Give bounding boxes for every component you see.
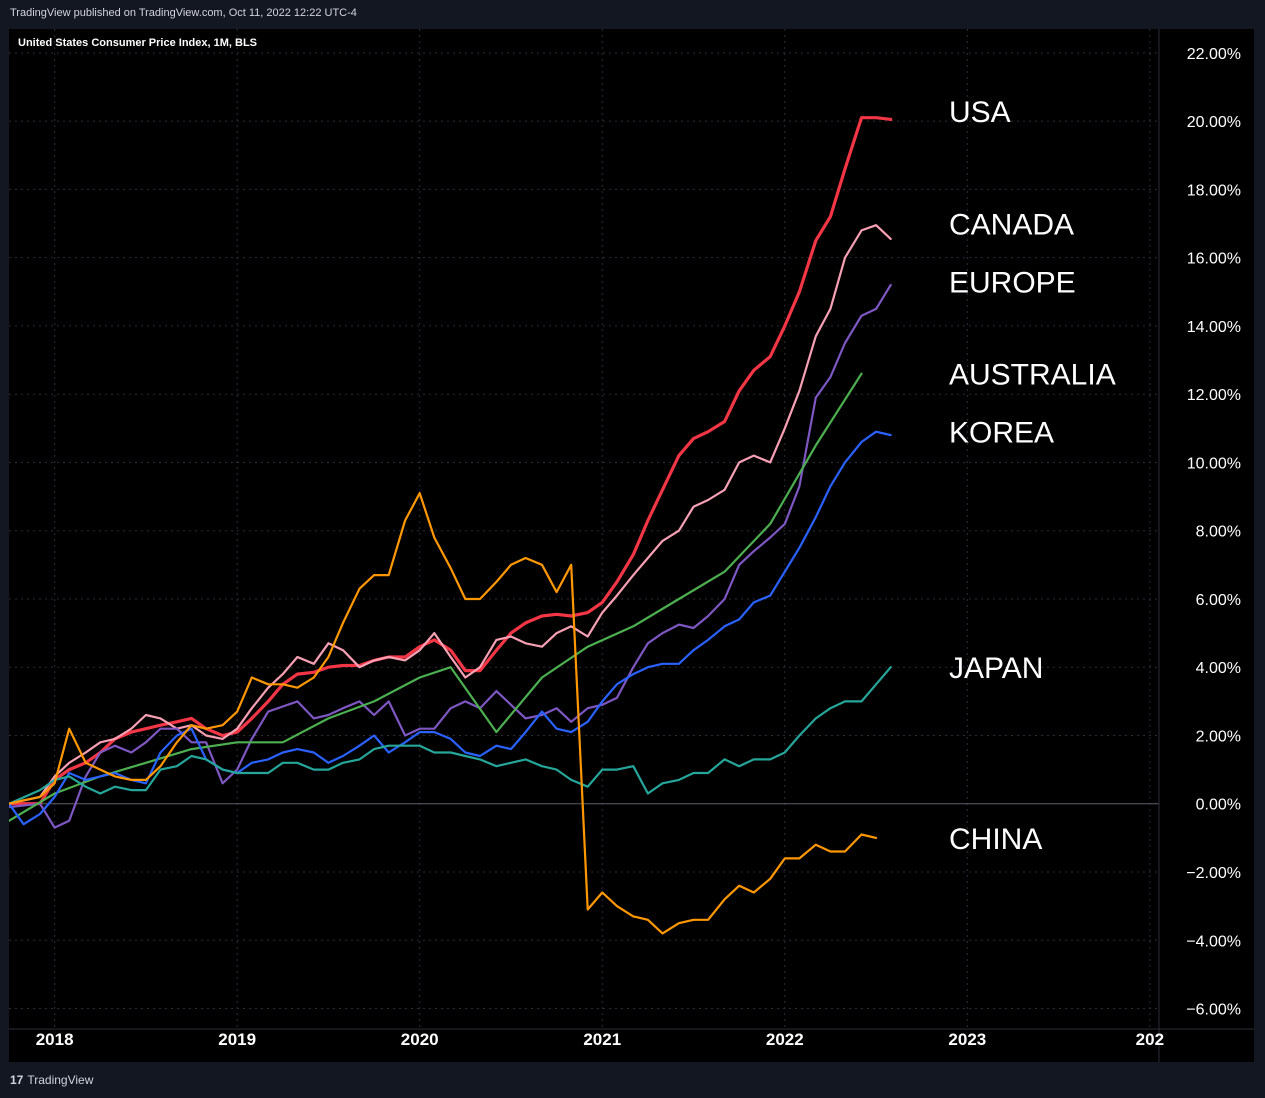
series-label-usa: USA xyxy=(949,96,1011,129)
series-line-korea xyxy=(9,430,892,826)
series-line-canada xyxy=(9,224,892,805)
series-line-australia xyxy=(9,372,863,822)
y-tick-label: 22.00% xyxy=(1187,46,1241,63)
x-tick-label: 2023 xyxy=(948,1030,986,1049)
series-label-korea: KOREA xyxy=(949,417,1054,450)
series-label-japan: JAPAN xyxy=(949,652,1043,685)
y-tick-label: 14.00% xyxy=(1187,319,1241,336)
y-tick-label: 16.00% xyxy=(1187,251,1241,268)
y-tick-label: 4.00% xyxy=(1196,660,1241,677)
y-tick-label: 10.00% xyxy=(1187,455,1241,472)
y-tick-label: −6.00% xyxy=(1186,1002,1241,1019)
x-tick-label: 2018 xyxy=(36,1030,74,1049)
series-line-japan xyxy=(9,666,892,805)
x-tick-label: 2021 xyxy=(583,1030,621,1049)
series-line-usa xyxy=(9,116,893,806)
x-tick-label: 2019 xyxy=(218,1030,256,1049)
series-label-canada: CANADA xyxy=(949,209,1074,242)
series-label-europe: EUROPE xyxy=(949,267,1076,300)
x-axis: 2018 2019 2020 2021 2022 2023 202 xyxy=(9,1028,1254,1049)
series-line-china xyxy=(9,492,878,935)
tradingview-logo-text: TradingView xyxy=(27,1073,94,1087)
y-tick-label: −2.00% xyxy=(1186,865,1241,882)
x-tick-label: 2022 xyxy=(766,1030,804,1049)
y-axis: 22.00% 20.00% 18.00% 16.00% 14.00% 12.00% 10.0… xyxy=(1158,29,1241,1062)
tradingview-logo-icon: 17 xyxy=(10,1073,24,1087)
tradingview-logo[interactable]: 17 TradingView xyxy=(10,1073,93,1087)
y-tick-label: 20.00% xyxy=(1187,114,1241,131)
y-tick-label: 2.00% xyxy=(1196,728,1241,745)
footer-bar: 17 TradingView xyxy=(0,1064,1265,1098)
y-tick-label: 0.00% xyxy=(1196,797,1241,814)
publish-header: TradingView published on TradingView.com… xyxy=(0,0,1265,28)
series-labels: USA CANADA EUROPE AUSTRALIA KOREA JAPAN CHINA xyxy=(949,96,1116,856)
series-label-china: CHINA xyxy=(949,823,1042,856)
series-line-europe xyxy=(9,283,892,829)
y-tick-label: 6.00% xyxy=(1196,592,1241,609)
chart-panel[interactable]: USA CANADA EUROPE AUSTRALIA KOREA JAPAN CHINA … xyxy=(9,29,1254,1062)
y-tick-label: 18.00% xyxy=(1187,182,1241,199)
cpi-line-chart[interactable]: USACANADAEUROPEAUSTRALIAKOREAJAPANCHINA … xyxy=(9,29,1254,1062)
y-tick-label: 8.00% xyxy=(1196,524,1241,541)
series-lines xyxy=(9,116,893,935)
series-label-australia: AUSTRALIA xyxy=(949,359,1116,392)
x-tick-label: 202 xyxy=(1136,1030,1164,1049)
grid-lines xyxy=(9,29,1159,1029)
y-tick-label: 12.00% xyxy=(1187,387,1241,404)
publish-info: TradingView published on TradingView.com… xyxy=(10,7,357,19)
chart-title: United States Consumer Price Index, 1M, … xyxy=(18,37,258,49)
y-tick-label: −4.00% xyxy=(1186,933,1241,950)
x-tick-label: 2020 xyxy=(401,1030,439,1049)
